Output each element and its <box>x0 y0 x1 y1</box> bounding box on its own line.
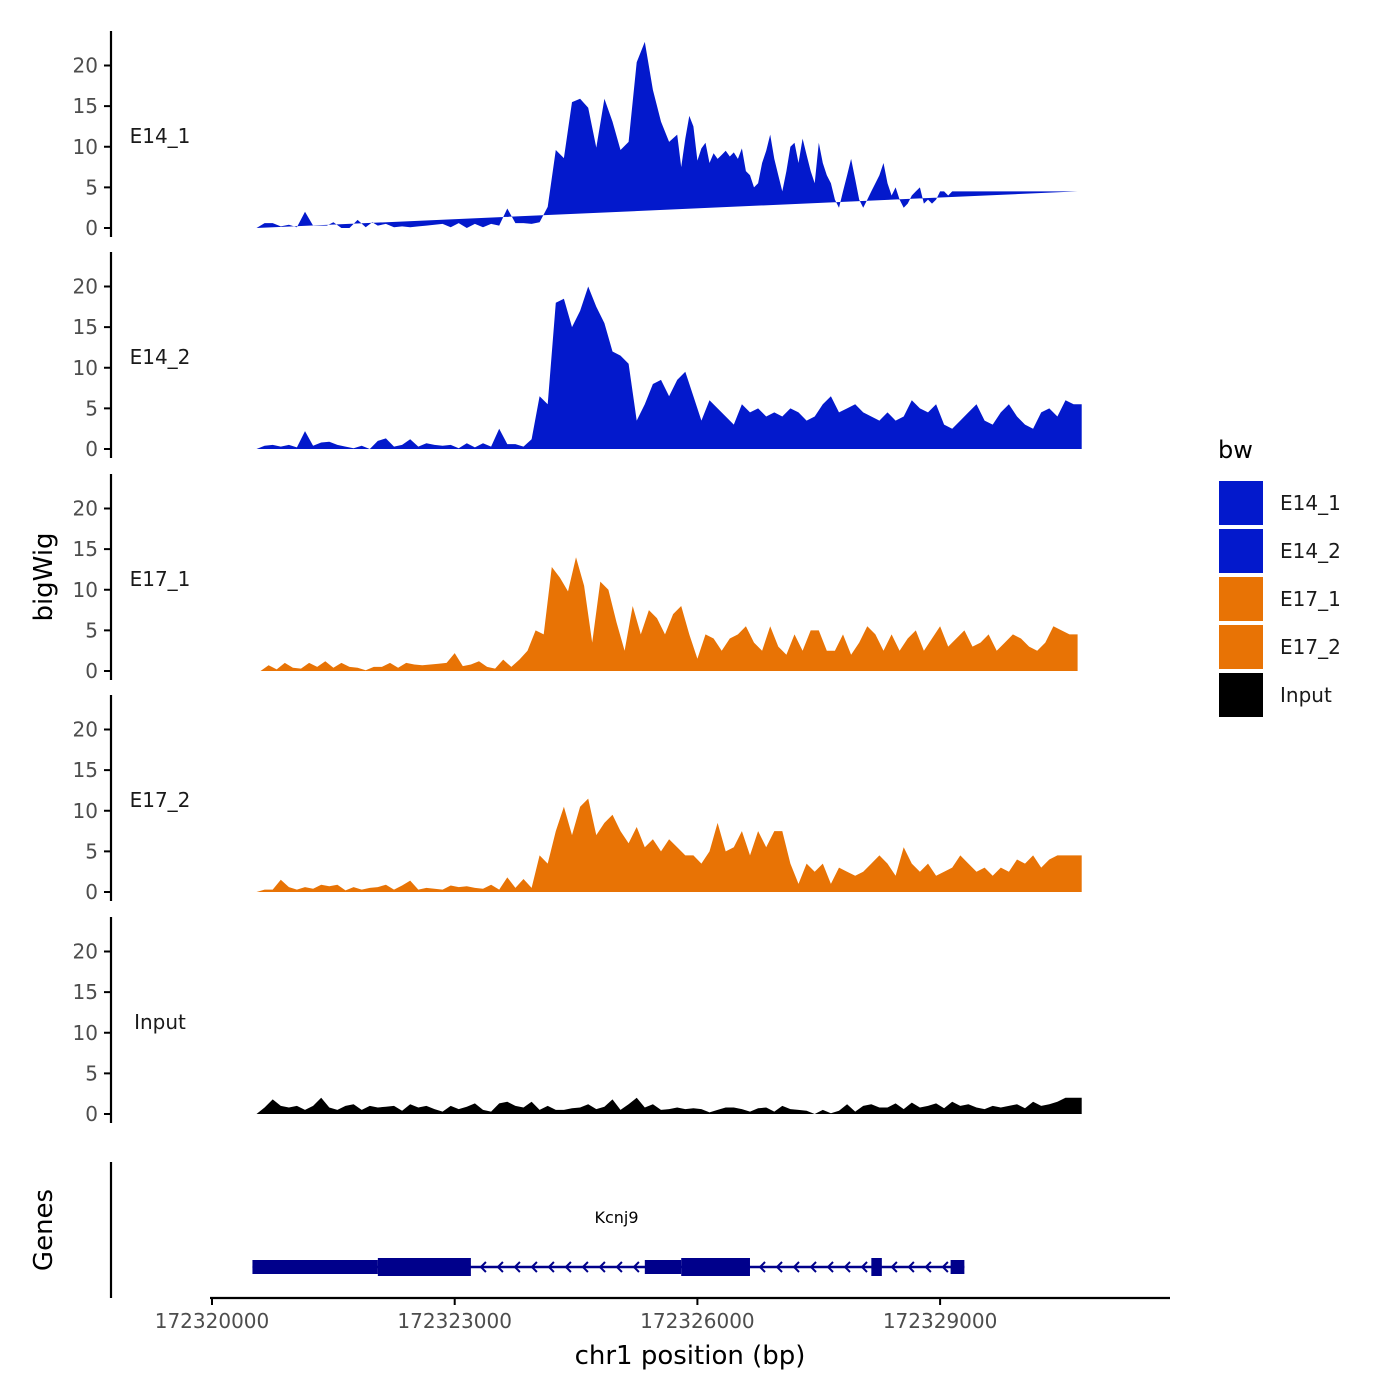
gene-strand-arrow <box>496 1261 504 1273</box>
y-tick-label: 15 <box>73 980 98 1004</box>
y-tick-label: 10 <box>73 578 98 602</box>
gene-exon-utr <box>252 1260 378 1274</box>
legend-entries: E14_1 E14_2 E17_1 E17_2 Input <box>1219 481 1341 717</box>
legend-entry-input: Input <box>1219 673 1332 717</box>
y-tick-label: 20 <box>73 54 98 78</box>
legend-swatch <box>1219 625 1263 669</box>
y-tick-label: 20 <box>73 275 98 299</box>
x-tick-label: 172329000 <box>883 1309 998 1333</box>
gene-exon-cds <box>871 1258 882 1276</box>
gene-exon-cds <box>681 1258 750 1276</box>
y-tick-label: 10 <box>73 1021 98 1045</box>
gene-strand-arrow <box>632 1261 640 1273</box>
track-e17-1: 0 5 10 15 20 E17_1 <box>73 474 1078 683</box>
y-tick-label: 20 <box>73 497 98 521</box>
gene-strand-arrow <box>907 1261 915 1273</box>
gene-strand-arrow <box>809 1261 817 1273</box>
track-label-e14-2: E14_2 <box>130 345 191 369</box>
signal-area-e17-2 <box>256 798 1082 892</box>
legend-entry-e14-1: E14_1 <box>1219 481 1341 525</box>
gene-strand-arrow <box>598 1261 606 1273</box>
y-tick-label: 0 <box>85 216 98 240</box>
track-label-e17-2: E17_2 <box>130 788 191 812</box>
legend: bw E14_1 E14_2 E17_1 E17_2 Input <box>1218 436 1341 717</box>
y-tick-label: 5 <box>85 618 98 642</box>
signal-tracks: 05101520E14_105101520E14_205101520E17_10… <box>73 31 1082 1126</box>
gene-strand-arrow <box>941 1261 949 1273</box>
y-tick-label: 5 <box>85 175 98 199</box>
gene-strand-arrow <box>826 1261 834 1273</box>
gene-strand-arrow <box>890 1261 898 1273</box>
y-tick-label: 0 <box>85 659 98 683</box>
track-label-e17-1: E17_1 <box>130 567 191 591</box>
x-axis: 172320000 172323000 172326000 172329000 chr… <box>155 1296 1170 1371</box>
x-tick-label: 172320000 <box>155 1309 270 1333</box>
gene-track: Genes Kcnj9 <box>29 1162 965 1298</box>
genes-track-title: Genes <box>29 1189 59 1271</box>
gene-strand-arrow <box>924 1261 932 1273</box>
gene-strand-arrow <box>479 1261 487 1273</box>
y-tick-label: 10 <box>73 799 98 823</box>
legend-entry-e14-2: E14_2 <box>1219 529 1341 573</box>
gene-strand-arrow <box>775 1261 783 1273</box>
gene-strand-arrow <box>513 1261 521 1273</box>
gene-label-kcnj9: Kcnj9 <box>594 1208 638 1227</box>
legend-swatch <box>1219 481 1263 525</box>
gene-exon-utr <box>644 1260 682 1274</box>
legend-label: E17_1 <box>1280 587 1341 611</box>
track-e14-1: 0 5 10 15 20 E14_1 <box>73 31 1078 240</box>
y-tick-label: 0 <box>85 437 98 461</box>
gene-strand-arrow <box>547 1261 555 1273</box>
gene-exon-cds <box>377 1258 471 1276</box>
track-label-input: Input <box>134 1010 186 1034</box>
legend-swatch <box>1219 673 1263 717</box>
legend-label: Input <box>1280 683 1332 707</box>
gene-strand-arrow <box>860 1261 868 1273</box>
y-tick-label: 5 <box>85 839 98 863</box>
y-tick-label: 20 <box>73 718 98 742</box>
gene-strand-arrow <box>758 1261 766 1273</box>
legend-label: E17_2 <box>1280 635 1341 659</box>
x-tick-label: 172323000 <box>397 1309 512 1333</box>
legend-title: bw <box>1218 436 1253 464</box>
legend-swatch <box>1219 577 1263 621</box>
y-tick-label: 0 <box>85 880 98 904</box>
x-axis-ticks: 172320000 172323000 172326000 172329000 <box>155 1298 998 1333</box>
y-tick-label: 15 <box>73 537 98 561</box>
y-axis-title: bigWig <box>29 532 59 621</box>
y-tick-label: 15 <box>73 94 98 118</box>
legend-entry-e17-1: E17_1 <box>1219 577 1341 621</box>
y-tick-label: 0 <box>85 1102 98 1126</box>
x-axis-title: chr1 position (bp) <box>575 1341 806 1371</box>
track-e14-2: 0 5 10 15 20 E14_2 <box>73 252 1082 461</box>
y-tick-label: 15 <box>73 758 98 782</box>
signal-area-e17-1 <box>260 557 1078 671</box>
track-e17-2: 0 5 10 15 20 E17_2 <box>73 695 1082 904</box>
gene-strand-arrow <box>530 1261 538 1273</box>
gene-exon-utr <box>950 1260 965 1274</box>
legend-label: E14_2 <box>1280 539 1341 563</box>
y-tick-label: 5 <box>85 1061 98 1085</box>
legend-label: E14_1 <box>1280 491 1341 515</box>
signal-area-input <box>256 1097 1082 1114</box>
y-tick-label: 10 <box>73 356 98 380</box>
track-input: 0 5 10 15 20 Input <box>73 917 1082 1126</box>
y-tick-label: 10 <box>73 135 98 159</box>
gene-strand-arrow <box>843 1261 851 1273</box>
y-tick-label: 20 <box>73 940 98 964</box>
track-label-e14-1: E14_1 <box>130 124 191 148</box>
gene-strand-arrow <box>581 1261 589 1273</box>
gene-strand-arrow <box>615 1261 623 1273</box>
y-tick-label: 5 <box>85 396 98 420</box>
y-tick-label: 15 <box>73 315 98 339</box>
legend-swatch <box>1219 529 1263 573</box>
legend-entry-e17-2: E17_2 <box>1219 625 1341 669</box>
signal-area-e14-1 <box>256 41 1078 229</box>
gene-strand-arrow <box>792 1261 800 1273</box>
gene-strand-arrow <box>564 1261 572 1273</box>
x-tick-label: 172326000 <box>640 1309 755 1333</box>
gene-model-kcnj9 <box>252 1258 965 1276</box>
signal-area-e14-2 <box>256 286 1082 449</box>
